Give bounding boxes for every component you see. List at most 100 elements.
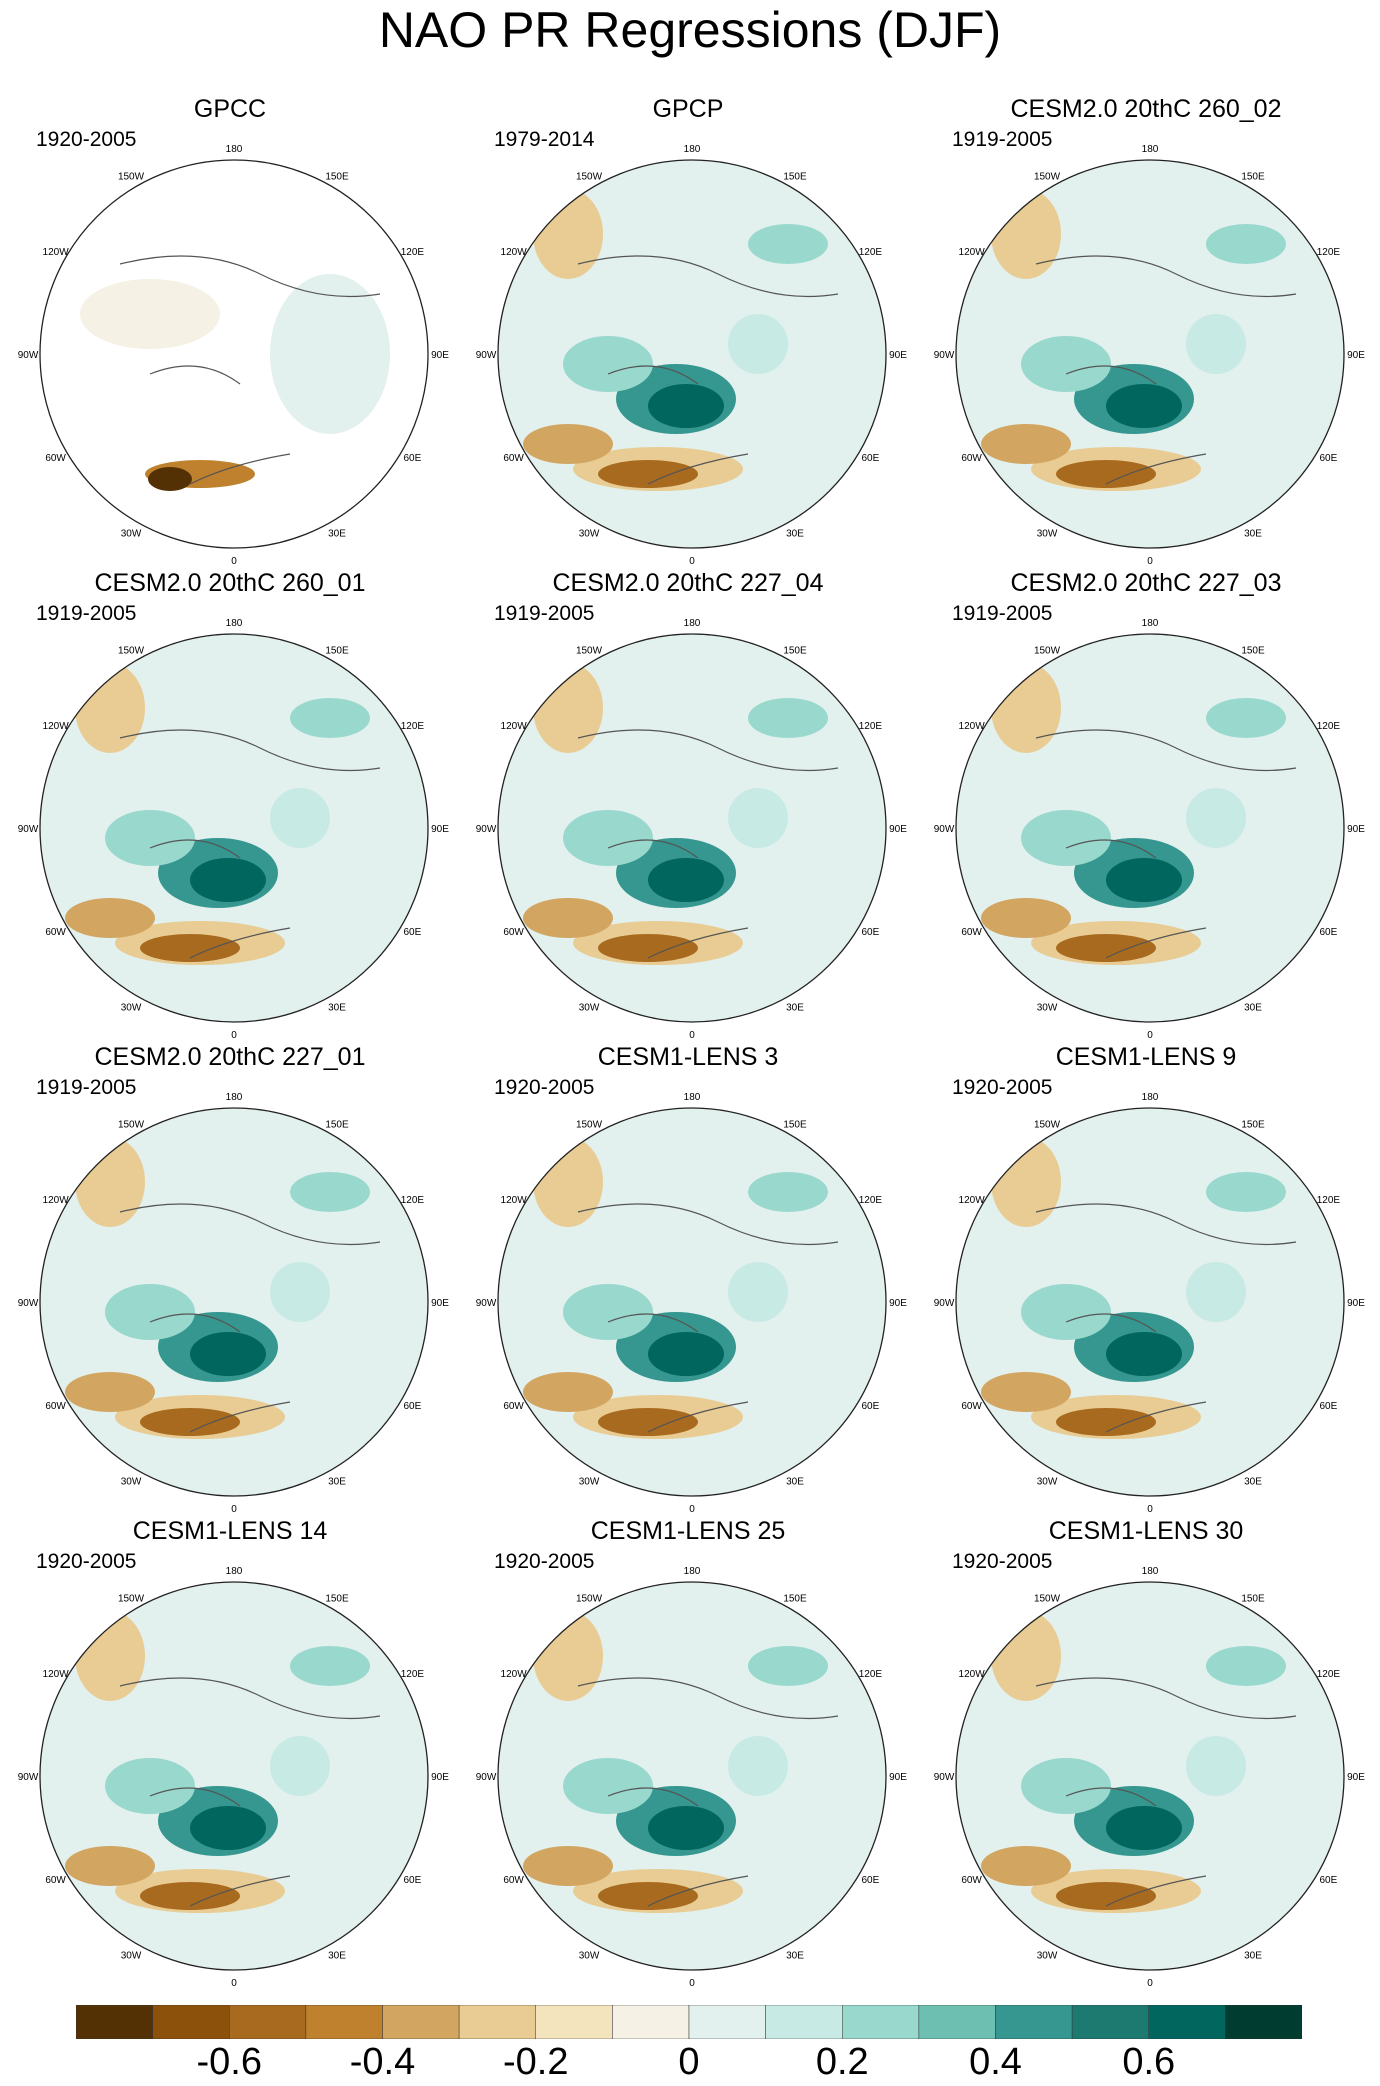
longitude-label: 60W xyxy=(961,927,982,938)
longitude-label: 120W xyxy=(43,1669,70,1680)
panel-period: 1920-2005 xyxy=(952,1550,1053,1573)
panel-title: CESM2.0 20thC 260_02 xyxy=(1010,95,1282,123)
anomaly-region xyxy=(648,1806,724,1850)
panel-title: CESM2.0 20thC 227_04 xyxy=(552,569,824,597)
panel-period: 1919-2005 xyxy=(36,602,137,625)
longitude-label: 90E xyxy=(431,824,449,835)
longitude-label: 60W xyxy=(503,927,524,938)
anomaly-region xyxy=(65,1846,155,1886)
anomaly-region xyxy=(533,663,603,753)
longitude-label: 60W xyxy=(45,927,66,938)
map-border xyxy=(39,1581,429,1971)
anomaly-region xyxy=(991,1611,1061,1701)
longitude-label: 30E xyxy=(786,1950,804,1961)
colorbar-tick-label: 0.4 xyxy=(969,2041,1022,2083)
longitude-label: 180 xyxy=(226,144,243,155)
longitude-label: 120E xyxy=(401,247,425,258)
map-border xyxy=(497,1107,887,1497)
polar-map: 180 150E 120E 90E 60E 30E 0 30W 60W 90W 120W 150W xyxy=(934,1092,1366,1515)
longitude-label: 90W xyxy=(934,1772,955,1783)
anomaly-region xyxy=(1186,788,1246,848)
coastlines xyxy=(119,1677,381,1907)
colorbar-swatch xyxy=(535,2004,613,2040)
panel-period: 1979-2014 xyxy=(494,128,595,151)
colorbar-swatch xyxy=(75,2004,153,2040)
panel-period: 1920-2005 xyxy=(952,1076,1053,1099)
anomaly-region xyxy=(75,1137,145,1227)
map-border xyxy=(955,633,1345,1023)
anomaly-region xyxy=(728,314,788,374)
anomaly-region xyxy=(981,1846,1071,1886)
longitude-label: 30W xyxy=(121,528,142,539)
anomaly-region xyxy=(80,279,220,349)
map-border xyxy=(39,1107,429,1497)
colorbar-swatch xyxy=(995,2004,1073,2040)
longitude-label: 30W xyxy=(121,1002,142,1013)
longitude-label: 30W xyxy=(1037,1950,1058,1961)
colorbar-swatch xyxy=(918,2004,996,2040)
longitude-label: 90E xyxy=(1347,1298,1365,1309)
longitude-label: 90W xyxy=(476,824,497,835)
longitude-label: 60W xyxy=(45,1401,66,1412)
colorbar-tick-label: 0.6 xyxy=(1122,2041,1176,2083)
colorbar-tick-label: 0.2 xyxy=(815,2041,869,2083)
anomaly-region xyxy=(598,934,698,962)
map-panel: CESM2.0 20thC 227_03 180 150E 120E 90E 60E 30E… xyxy=(916,568,1376,1042)
longitude-label: 60W xyxy=(961,453,982,464)
longitude-label: 60W xyxy=(503,1401,524,1412)
anomaly-region xyxy=(65,898,155,938)
longitude-label: 0 xyxy=(1147,1504,1153,1515)
colorbar-swatch xyxy=(765,2004,843,2040)
anomaly-region xyxy=(523,424,613,464)
panel-period: 1920-2005 xyxy=(36,128,137,151)
longitude-label: 60E xyxy=(1320,1401,1338,1412)
panel-title: CESM1-LENS 30 xyxy=(1048,1517,1244,1545)
panel-title: GPCC xyxy=(193,95,267,123)
anomaly-region xyxy=(533,189,603,279)
longitude-label: 90W xyxy=(934,1298,955,1309)
coastlines xyxy=(1035,1203,1297,1433)
longitude-label: 90E xyxy=(431,1772,449,1783)
anomaly-region xyxy=(648,1332,724,1376)
anomaly-region xyxy=(598,1408,698,1436)
anomaly-region xyxy=(991,1137,1061,1227)
longitude-label: 150W xyxy=(1034,646,1061,657)
panel-title: CESM1-LENS 3 xyxy=(597,1043,779,1071)
longitude-label: 150E xyxy=(325,1120,349,1131)
colorbar-tick-label: -0.2 xyxy=(503,2041,569,2083)
polar-map: 180 150E 120E 90E 60E 30E 0 30W 60W 90W 120W 150W xyxy=(18,1566,450,1989)
longitude-label: 30E xyxy=(786,528,804,539)
longitude-label: 60W xyxy=(45,1875,66,1886)
anomaly-region xyxy=(1056,1408,1156,1436)
anomaly-region xyxy=(523,1372,613,1412)
longitude-label: 120E xyxy=(401,1195,425,1206)
panel-title: CESM1-LENS 9 xyxy=(1055,1043,1237,1071)
anomaly-region xyxy=(1206,698,1286,738)
anomaly-region xyxy=(748,224,828,264)
longitude-label: 150W xyxy=(576,646,603,657)
longitude-label: 120W xyxy=(43,721,70,732)
panel-period: 1920-2005 xyxy=(36,1550,137,1573)
anomaly-region xyxy=(1021,1284,1111,1340)
longitude-label: 90W xyxy=(18,824,39,835)
anomaly-region xyxy=(523,898,613,938)
longitude-label: 150W xyxy=(576,1594,603,1605)
panel-title: CESM2.0 20thC 227_03 xyxy=(1010,569,1282,597)
longitude-label: 180 xyxy=(684,618,701,629)
longitude-label: 180 xyxy=(684,1092,701,1103)
longitude-label: 150W xyxy=(1034,1594,1061,1605)
anomaly-region xyxy=(563,810,653,866)
longitude-label: 90E xyxy=(1347,350,1365,361)
coastlines xyxy=(577,1677,839,1907)
longitude-label: 60W xyxy=(961,1875,982,1886)
longitude-label: 120W xyxy=(501,721,528,732)
longitude-label: 150W xyxy=(576,1120,603,1131)
longitude-label: 30W xyxy=(121,1950,142,1961)
colorbar-swatch xyxy=(688,2004,766,2040)
map-panel: CESM2.0 20thC 260_02 180 150E 120E 90E 60E 30E… xyxy=(916,94,1376,568)
anomaly-region xyxy=(1056,1882,1156,1910)
longitude-label: 150E xyxy=(325,172,349,183)
anomaly-region xyxy=(140,1882,240,1910)
longitude-label: 120E xyxy=(401,721,425,732)
map-border xyxy=(497,1581,887,1971)
